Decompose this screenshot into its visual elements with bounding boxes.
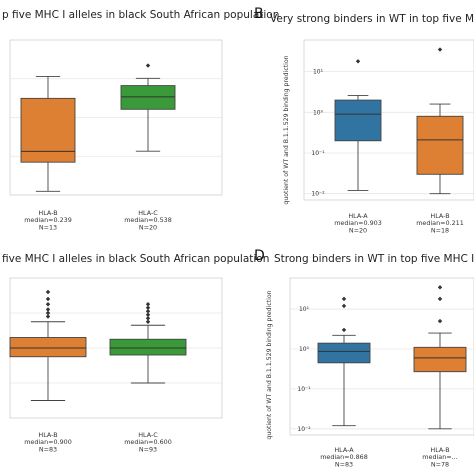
box-hla-c: [109, 302, 187, 384]
iqr-box: [416, 115, 464, 175]
panel-d: D Strong binders in WT in top five MHC I…: [254, 248, 474, 468]
box-hla-b: [416, 47, 464, 195]
panel-c-title: five MHC I alleles in black South Africa…: [2, 253, 269, 265]
panel-b-letter: B: [254, 6, 264, 22]
outlier-point: [45, 314, 51, 319]
panel-d-letter: D: [254, 248, 265, 264]
iqr-box: [120, 85, 176, 110]
outlier-point: [341, 327, 347, 333]
outlier-point: [437, 296, 443, 302]
y-tick-label: 10⁰: [299, 346, 310, 353]
box-hla-b: [413, 285, 467, 430]
box-hla-a: [317, 296, 371, 427]
category-stat: N=78: [431, 460, 449, 468]
plot-frame: [303, 39, 474, 201]
category-label: HLA-C: [138, 209, 158, 217]
iqr-box: [317, 342, 371, 364]
box-hla-a: [334, 59, 382, 191]
outlier-point: [145, 302, 151, 307]
outlier-point: [145, 305, 151, 310]
iqr-box: [109, 338, 187, 356]
iqr-box: [20, 97, 76, 163]
outlier-point: [437, 47, 443, 52]
category-stat: median=0.868: [320, 453, 368, 461]
y-tick-label: 10⁻¹: [297, 386, 311, 393]
outlier-point: [437, 285, 443, 290]
outlier-point: [341, 303, 347, 309]
y-tick-label: 10⁻²: [311, 191, 325, 198]
panel-d-ylabel: quotient of WT and B.1.1.529 binding pre…: [266, 290, 273, 439]
outlier-point: [145, 316, 151, 321]
y-tick-label: 10⁻²: [297, 426, 311, 433]
outlier-point: [437, 318, 443, 324]
category-label: HLA-A: [334, 446, 354, 454]
box-hla-b: [9, 289, 87, 401]
category-stat: median=0.239: [24, 216, 72, 224]
category-stat: N=83: [39, 445, 57, 453]
category-stat: N=20: [349, 226, 367, 234]
category-stat: median=0.900: [24, 438, 72, 446]
outlier-point: [145, 319, 151, 324]
category-stat: median=...: [422, 453, 457, 461]
outlier-point: [145, 312, 151, 317]
box-hla-b: [20, 76, 76, 192]
panel-c: five MHC I alleles in black South Africa…: [2, 253, 269, 453]
panel-b-title: Very strong binders in WT in top five MH…: [270, 13, 474, 25]
category-stat: N=18: [431, 226, 449, 234]
y-tick-label: 10¹: [299, 306, 310, 313]
panel-a: p five MHC I alleles in black South Afri…: [2, 9, 279, 231]
iqr-box: [334, 99, 382, 142]
outlier-point: [45, 289, 51, 295]
category-label: HLA-B: [430, 212, 449, 220]
panel-b-ylabel: quotient of WT and B.1.1.529 binding pre…: [283, 55, 290, 204]
category-stat: median=0.903: [334, 219, 382, 227]
category-label: HLA-B: [430, 446, 449, 454]
iqr-box: [9, 337, 87, 358]
box-hla-c: [120, 63, 176, 152]
category-label: HLA-B: [38, 431, 57, 439]
outlier-point: [341, 296, 347, 302]
outlier-point: [145, 63, 151, 68]
outlier-point: [45, 310, 51, 316]
plot-frame: [289, 277, 474, 436]
outlier-point: [45, 302, 51, 307]
outlier-point: [45, 307, 51, 312]
category-stat: median=0.211: [416, 219, 464, 227]
category-stat: N=20: [139, 223, 157, 231]
outlier-point: [45, 296, 51, 302]
panel-d-title: Strong binders in WT in top five MHC I a…: [274, 253, 474, 265]
y-tick-label: 10¹: [313, 69, 324, 76]
y-tick-label: 10⁻¹: [311, 150, 325, 157]
category-label: HLA-A: [348, 212, 368, 220]
category-stat: N=83: [335, 460, 353, 468]
category-stat: median=0.538: [124, 216, 172, 224]
panel-a-title: p five MHC I alleles in black South Afri…: [2, 9, 279, 21]
category-stat: N=13: [39, 223, 57, 231]
category-stat: median=0.600: [124, 438, 172, 446]
outlier-point: [355, 59, 361, 64]
category-label: HLA-B: [38, 209, 57, 217]
category-label: HLA-C: [138, 431, 158, 439]
y-tick-label: 10⁰: [313, 109, 324, 116]
iqr-box: [413, 346, 467, 373]
outlier-point: [145, 309, 151, 314]
category-stat: N=93: [139, 445, 157, 453]
panel-b: B Very strong binders in WT in top five …: [254, 6, 474, 234]
